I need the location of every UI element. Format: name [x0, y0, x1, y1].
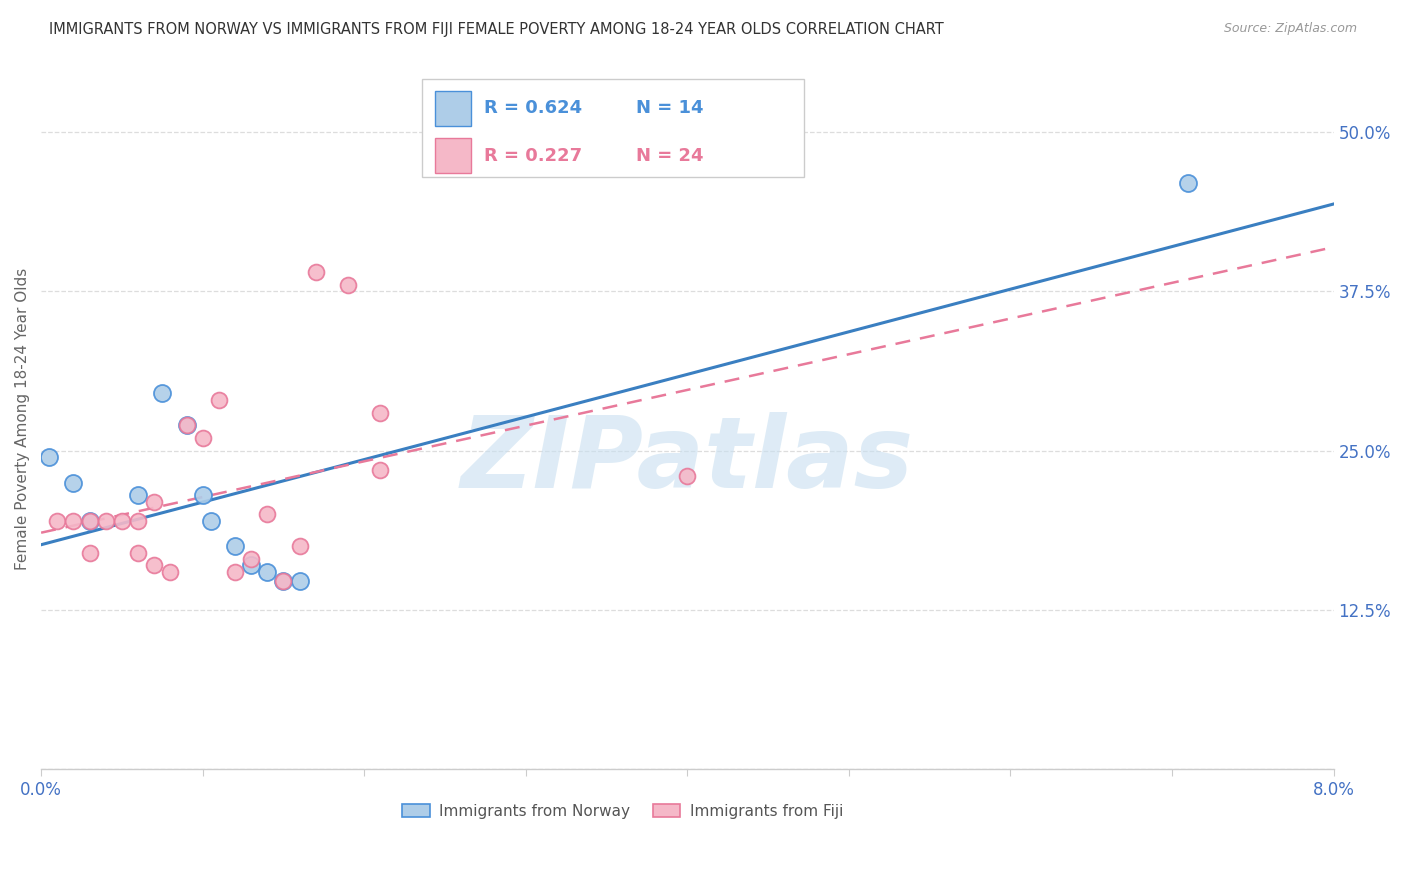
- Point: [337, 278, 360, 293]
- Point: [224, 565, 246, 579]
- Point: [256, 508, 278, 522]
- Point: [676, 469, 699, 483]
- Point: [273, 574, 295, 588]
- Text: IMMIGRANTS FROM NORWAY VS IMMIGRANTS FROM FIJI FEMALE POVERTY AMONG 18-24 YEAR O: IMMIGRANTS FROM NORWAY VS IMMIGRANTS FRO…: [49, 22, 943, 37]
- Point: [370, 463, 392, 477]
- Point: [79, 514, 101, 528]
- Point: [143, 558, 166, 573]
- Point: [111, 514, 134, 528]
- Point: [208, 392, 231, 407]
- Text: R = 0.624: R = 0.624: [485, 100, 582, 118]
- Point: [127, 514, 149, 528]
- Point: [159, 565, 181, 579]
- Point: [191, 488, 214, 502]
- Point: [1177, 176, 1199, 190]
- Point: [305, 265, 328, 279]
- Point: [94, 514, 117, 528]
- Point: [62, 514, 84, 528]
- Point: [200, 514, 222, 528]
- Point: [176, 418, 198, 433]
- Text: ZIPatlas: ZIPatlas: [461, 412, 914, 509]
- Point: [79, 546, 101, 560]
- FancyBboxPatch shape: [436, 138, 471, 173]
- Y-axis label: Female Poverty Among 18-24 Year Olds: Female Poverty Among 18-24 Year Olds: [15, 268, 30, 570]
- Point: [79, 514, 101, 528]
- Point: [176, 418, 198, 433]
- Point: [38, 450, 60, 464]
- Point: [256, 565, 278, 579]
- Point: [127, 488, 149, 502]
- Point: [240, 558, 263, 573]
- Point: [288, 574, 311, 588]
- Point: [288, 539, 311, 553]
- Point: [224, 539, 246, 553]
- Text: N = 24: N = 24: [636, 146, 703, 164]
- Text: Source: ZipAtlas.com: Source: ZipAtlas.com: [1223, 22, 1357, 36]
- Point: [240, 552, 263, 566]
- Legend: Immigrants from Norway, Immigrants from Fiji: Immigrants from Norway, Immigrants from …: [396, 797, 849, 825]
- FancyBboxPatch shape: [422, 79, 804, 178]
- Point: [62, 475, 84, 490]
- Text: R = 0.227: R = 0.227: [485, 146, 582, 164]
- Text: N = 14: N = 14: [636, 100, 703, 118]
- Point: [191, 431, 214, 445]
- Point: [273, 574, 295, 588]
- Point: [143, 494, 166, 508]
- Point: [127, 546, 149, 560]
- Point: [150, 386, 173, 401]
- Point: [370, 405, 392, 419]
- FancyBboxPatch shape: [436, 91, 471, 126]
- Point: [46, 514, 69, 528]
